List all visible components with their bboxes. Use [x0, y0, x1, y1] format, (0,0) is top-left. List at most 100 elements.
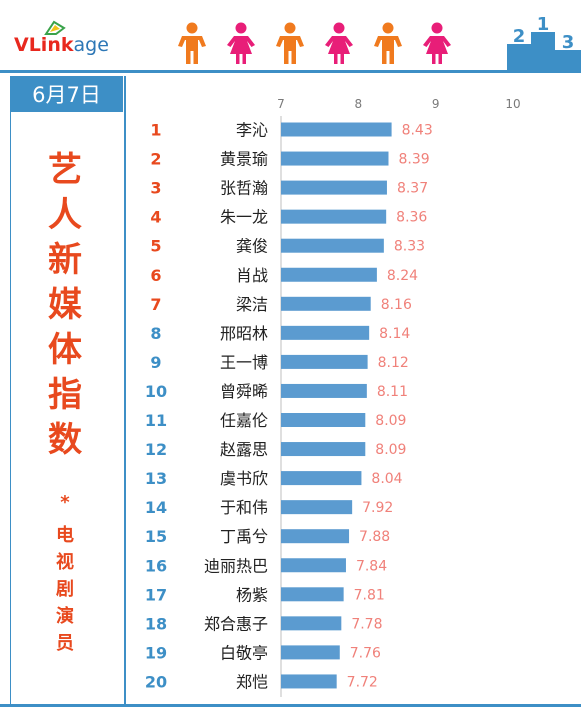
- side-subtitle-char: 员: [56, 633, 74, 654]
- rank-label: 7: [150, 295, 161, 314]
- value-label: 7.84: [356, 558, 387, 574]
- rank-label: 5: [150, 237, 161, 256]
- podium-icon: 2 1 3: [507, 16, 581, 72]
- side-title-char: 媒: [48, 285, 82, 325]
- value-label: 7.88: [359, 529, 390, 545]
- rank-label: 3: [150, 179, 161, 198]
- x-tick-label: 10: [505, 97, 520, 111]
- category-label: 丁禹兮: [220, 527, 268, 546]
- side-title-char: 新: [48, 240, 82, 280]
- podium-first: 1: [537, 16, 550, 35]
- category-label: 邢昭林: [220, 324, 268, 343]
- logo-bold: VLink: [14, 34, 74, 56]
- x-tick-label: 7: [277, 97, 285, 111]
- female-icon: [325, 22, 353, 64]
- category-label: 迪丽热巴: [204, 556, 268, 575]
- side-subtitle-char: 剧: [56, 579, 74, 600]
- people-icons: [178, 22, 451, 64]
- bar: [281, 500, 353, 515]
- bar: [281, 383, 367, 398]
- category-label: 任嘉伦: [220, 411, 268, 430]
- value-label: 8.09: [375, 442, 406, 458]
- bar: [281, 471, 362, 486]
- value-label: 8.43: [402, 123, 433, 139]
- side-subtitle: 电视剧演员: [30, 522, 100, 657]
- category-label: 郑合惠子: [204, 614, 268, 633]
- podium-second: 2: [513, 26, 526, 47]
- side-star: *: [60, 492, 70, 513]
- bar: [281, 151, 389, 166]
- category-label: 龚俊: [236, 237, 268, 256]
- bar: [281, 442, 366, 457]
- rank-label: 8: [150, 324, 161, 343]
- value-label: 7.76: [350, 645, 381, 661]
- x-tick-label: 9: [432, 97, 440, 111]
- category-label: 朱一龙: [220, 208, 268, 227]
- value-label: 8.12: [378, 355, 409, 371]
- value-label: 8.04: [371, 471, 402, 487]
- side-title: 艺人新媒体指数: [30, 148, 100, 463]
- category-label: 王一博: [220, 353, 268, 372]
- bar: [281, 529, 350, 544]
- bar: [281, 325, 370, 340]
- logo-mark-icon: [44, 20, 66, 35]
- side-subtitle-char: 视: [56, 552, 74, 573]
- footer-divider: [0, 704, 581, 707]
- rank-label: 16: [145, 556, 167, 575]
- side-title-char: 体: [48, 330, 82, 370]
- value-label: 7.78: [351, 616, 382, 632]
- side-title-char: 数: [48, 420, 82, 460]
- male-icon: [276, 22, 304, 64]
- category-label: 肖战: [236, 266, 268, 285]
- bar: [281, 209, 387, 224]
- side-subtitle-char: 电: [56, 525, 74, 546]
- logo-rest: age: [73, 34, 109, 56]
- rank-label: 14: [145, 498, 167, 517]
- bar: [281, 296, 371, 311]
- sidebar-divider: [124, 76, 126, 704]
- rank-label: 15: [145, 527, 167, 546]
- side-title-char: 艺: [48, 150, 82, 190]
- category-label: 李沁: [236, 121, 268, 140]
- category-label: 虞书欣: [220, 469, 268, 488]
- value-label: 8.11: [377, 384, 408, 400]
- value-label: 8.37: [397, 181, 428, 197]
- female-icon: [227, 22, 255, 64]
- rank-label: 17: [145, 585, 167, 604]
- category-label: 于和伟: [220, 498, 268, 517]
- rank-label: 13: [145, 469, 167, 488]
- rank-label: 9: [150, 353, 161, 372]
- female-icon: [423, 22, 451, 64]
- category-label: 黄景瑜: [220, 150, 268, 169]
- value-label: 8.24: [387, 268, 418, 284]
- value-label: 7.72: [347, 674, 378, 690]
- male-icon: [178, 22, 206, 64]
- value-label: 7.92: [362, 500, 393, 516]
- male-icon: [374, 22, 402, 64]
- rank-label: 18: [145, 614, 167, 633]
- date-label: 6月7日: [10, 76, 123, 112]
- category-label: 曾舜晞: [220, 382, 268, 401]
- vlinkage-logo: VLinkage: [14, 20, 124, 60]
- header-divider: [0, 70, 581, 73]
- value-label: 8.16: [381, 297, 412, 313]
- value-label: 8.09: [375, 413, 406, 429]
- rank-label: 11: [145, 411, 167, 430]
- side-title-char: 人: [48, 195, 82, 235]
- bar: [281, 674, 337, 689]
- left-border: [10, 112, 11, 704]
- bar: [281, 413, 366, 427]
- bar: [281, 238, 384, 253]
- rank-label: 6: [150, 266, 161, 285]
- value-label: 7.81: [354, 587, 385, 603]
- category-label: 张哲瀚: [220, 179, 268, 198]
- side-title-char: 指: [48, 375, 82, 415]
- value-label: 8.36: [396, 210, 427, 226]
- category-label: 梁洁: [236, 295, 268, 314]
- category-label: 赵露思: [220, 440, 268, 459]
- rank-label: 2: [150, 150, 161, 169]
- value-label: 8.14: [379, 326, 410, 342]
- side-subtitle-char: 演: [56, 606, 74, 627]
- rank-label: 4: [150, 208, 161, 227]
